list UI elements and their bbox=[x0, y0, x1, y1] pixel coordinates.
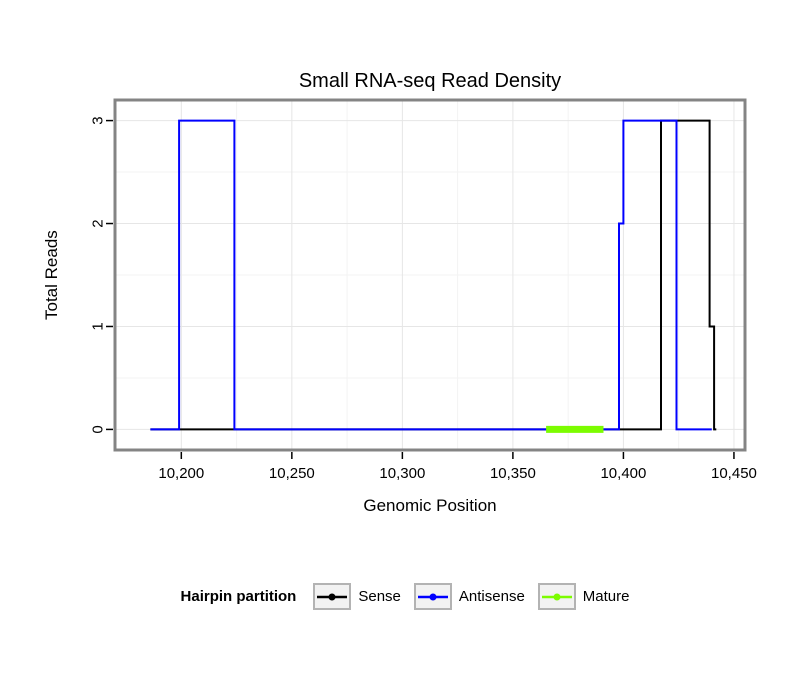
legend-label-sense: Sense bbox=[358, 588, 401, 605]
x-axis-label: Genomic Position bbox=[363, 496, 497, 515]
legend-label-mature: Mature bbox=[582, 588, 630, 605]
legend-item-sense: Sense bbox=[313, 583, 401, 610]
y-tick-label: 0 bbox=[90, 425, 107, 433]
line-point-glyph-antisense-icon bbox=[417, 593, 448, 600]
legend-point-mature bbox=[553, 593, 561, 600]
panel-border bbox=[113, 98, 747, 452]
legend: Hairpin partition Sense Antisense bbox=[0, 583, 810, 610]
x-tick-label: 10,450 bbox=[711, 465, 757, 482]
series-line-antisense bbox=[150, 119, 712, 431]
x-tick-label: 10,250 bbox=[269, 465, 315, 482]
y-tick-label: 1 bbox=[90, 322, 107, 330]
legend-key-mature bbox=[537, 583, 576, 610]
legend-point-antisense bbox=[429, 593, 437, 600]
y-axis-label: Total Reads bbox=[42, 230, 61, 320]
legend-item-mature: Mature bbox=[537, 583, 630, 610]
legend-key-sense bbox=[313, 583, 352, 610]
line-point-glyph-sense-icon bbox=[317, 593, 348, 600]
legend-title: Hairpin partition bbox=[180, 588, 297, 605]
line-point-glyph-mature-icon bbox=[541, 593, 572, 600]
x-tick-label: 10,300 bbox=[379, 465, 425, 482]
x-tick-label: 10,350 bbox=[490, 465, 536, 482]
legend-point-sense bbox=[328, 593, 336, 600]
x-tick-label: 10,200 bbox=[158, 465, 204, 482]
y-tick-label: 3 bbox=[90, 116, 107, 124]
series-line-sense bbox=[150, 119, 717, 431]
legend-key-antisense bbox=[413, 583, 452, 610]
legend-item-antisense: Antisense bbox=[413, 583, 525, 610]
y-tick-label: 2 bbox=[90, 219, 107, 227]
legend-label-antisense: Antisense bbox=[458, 588, 525, 605]
x-tick-label: 10,400 bbox=[600, 465, 646, 482]
chart-title: Small RNA-seq Read Density bbox=[298, 70, 562, 92]
